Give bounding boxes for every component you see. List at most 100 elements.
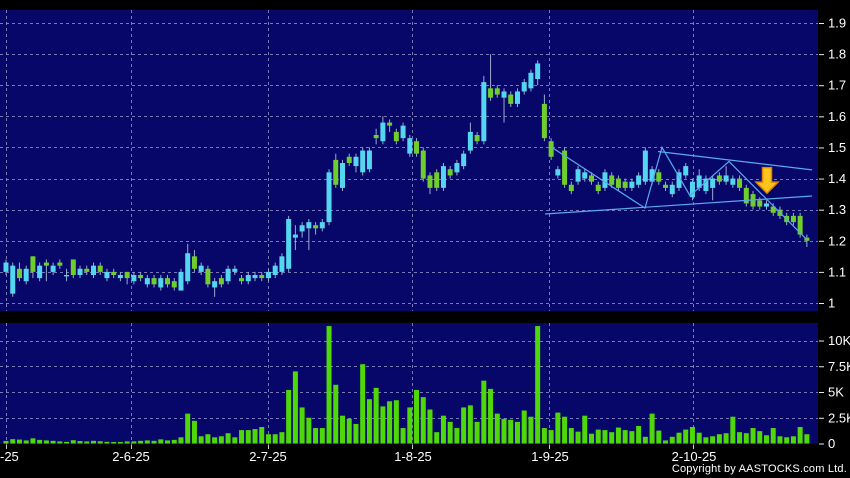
volume-bar	[548, 430, 554, 444]
volume-bar	[669, 436, 675, 444]
candle-up	[582, 172, 588, 179]
candle-down	[494, 88, 500, 95]
volume-bar	[784, 437, 790, 444]
volume-bar	[649, 413, 655, 444]
volume-tick-label: 7.5K	[828, 359, 850, 374]
volume-bar	[777, 436, 783, 444]
candle-up	[198, 265, 204, 272]
candle-down	[205, 268, 211, 285]
candle-up	[178, 271, 184, 291]
date-label: -25	[0, 449, 19, 464]
candle-up	[440, 166, 446, 188]
volume-bar	[636, 425, 642, 444]
candle-up	[158, 278, 164, 288]
volume-bar	[232, 437, 238, 444]
candle-up	[37, 265, 43, 279]
candle-up	[279, 256, 285, 272]
candle-up	[535, 63, 541, 79]
volume-bar	[239, 430, 245, 444]
volume-bar	[245, 430, 251, 444]
candle-up	[77, 268, 83, 275]
candle-up	[555, 169, 561, 176]
candle-up	[514, 91, 520, 104]
volume-bar	[191, 420, 197, 444]
candle-up	[225, 268, 231, 282]
candle-up	[104, 271, 110, 279]
price-tick-label: 1	[828, 295, 835, 310]
price-tick-label: 1.1	[828, 264, 846, 279]
candle-up	[380, 122, 386, 142]
candle-up	[185, 253, 191, 282]
volume-bar	[265, 434, 271, 444]
volume-bar	[474, 421, 480, 444]
candle-up	[144, 278, 150, 285]
volume-bars	[3, 326, 810, 444]
volume-bar	[340, 415, 345, 444]
candle-down	[420, 150, 426, 179]
candle-down	[790, 215, 796, 223]
candle-down	[743, 187, 749, 204]
volume-bar	[158, 439, 164, 444]
volume-bar	[3, 440, 9, 444]
candle-up	[669, 184, 675, 195]
volume-bar	[710, 436, 716, 444]
volume-bar	[70, 440, 76, 444]
candle-down	[346, 156, 352, 163]
volume-bar	[407, 407, 413, 444]
volume-bar	[427, 409, 433, 444]
date-label: 1-8-25	[394, 449, 432, 464]
candle-up	[131, 274, 137, 282]
candle-up	[340, 162, 345, 188]
volume-bar	[306, 417, 312, 444]
volume-bar	[602, 430, 608, 444]
candle-down	[474, 134, 480, 142]
volume-bar	[387, 401, 393, 444]
candle-up	[319, 222, 325, 229]
candle-up	[3, 262, 9, 272]
volume-bar	[770, 428, 776, 444]
volume-bar	[622, 430, 628, 444]
volume-bar	[43, 440, 49, 444]
volume-bar	[514, 421, 520, 444]
price-tick-label: 1.9	[828, 16, 846, 31]
candle-down	[757, 200, 763, 207]
volume-bar	[117, 441, 123, 444]
price-tick-label: 1.6	[828, 109, 846, 124]
volume-bar	[642, 436, 648, 444]
candle-down	[259, 274, 265, 279]
candle-up	[252, 274, 258, 279]
volume-bar	[763, 435, 769, 444]
volume-bar	[333, 384, 339, 444]
candle-down	[218, 278, 224, 285]
volume-bar	[138, 440, 144, 444]
candle-down	[488, 88, 494, 98]
volume-bar	[696, 432, 702, 444]
volume-bar	[259, 427, 265, 444]
candle-up	[245, 274, 251, 282]
candle-down	[393, 131, 399, 142]
volume-bar	[400, 428, 406, 444]
volume-bar	[595, 429, 601, 444]
volume-bar	[589, 433, 595, 444]
candle-up	[366, 150, 372, 170]
candle-down	[57, 262, 63, 266]
candle-up	[212, 281, 218, 288]
volume-bar	[225, 433, 231, 444]
volume-bar	[629, 431, 635, 444]
volume-bar	[454, 428, 460, 444]
candle-up	[723, 175, 729, 182]
volume-bar	[84, 441, 90, 444]
candle-down	[541, 103, 547, 139]
volume-bar	[77, 441, 83, 444]
candle-up	[501, 91, 507, 98]
volume-bar	[568, 428, 574, 444]
candle-down	[70, 259, 76, 275]
volume-bar	[730, 416, 736, 444]
volume-tick-label: 10K	[828, 333, 850, 348]
volume-bar	[663, 440, 669, 444]
volume-bar	[656, 430, 662, 444]
candle-up	[602, 172, 608, 188]
volume-bar	[575, 431, 581, 444]
volume-bar	[326, 326, 332, 444]
